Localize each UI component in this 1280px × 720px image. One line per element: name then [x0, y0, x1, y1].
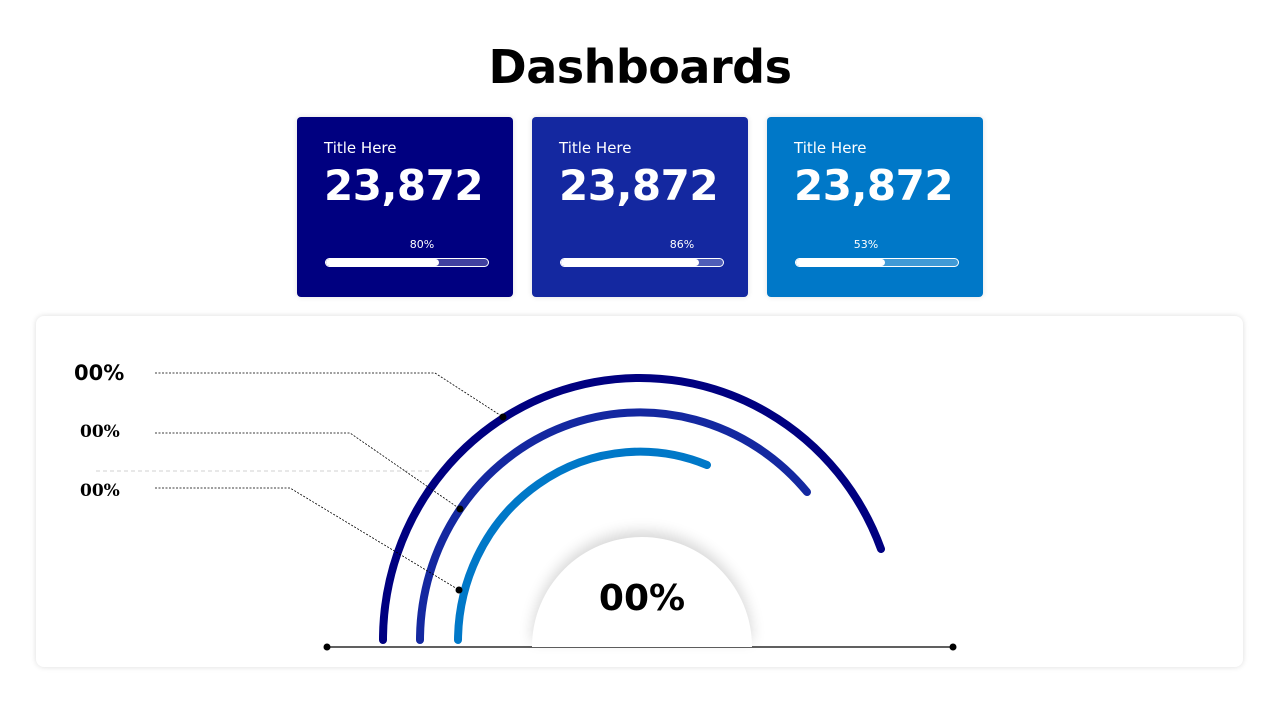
progress-fill [561, 259, 699, 266]
gauge-center-value: 00% [598, 578, 686, 619]
page-title: Dashboards [488, 40, 792, 94]
gauge-arc-inner [454, 447, 711, 644]
card-title: Title Here [324, 139, 397, 157]
gauge-label-outer: 00% [74, 361, 125, 385]
progress-bar [795, 258, 959, 267]
progress-label: 80% [409, 238, 435, 251]
kpi-card-2: Title Here 23,872 86% [532, 117, 748, 297]
card-title: Title Here [794, 139, 867, 157]
card-value: 23,872 [324, 161, 484, 210]
card-value: 23,872 [794, 161, 954, 210]
kpi-card-3: Title Here 23,872 53% [767, 117, 983, 297]
gauge-label-inner: 00% [80, 481, 120, 501]
gauge-arc-middle [416, 408, 811, 644]
progress-bar [325, 258, 489, 267]
gauge-label-middle: 00% [80, 422, 120, 442]
card-title: Title Here [559, 139, 632, 157]
progress-fill [796, 259, 886, 266]
progress-fill [326, 259, 440, 266]
card-value: 23,872 [559, 161, 719, 210]
progress-bar [560, 258, 724, 267]
progress-label: 53% [853, 238, 879, 251]
kpi-card-1: Title Here 23,872 80% [297, 117, 513, 297]
progress-label: 86% [669, 238, 695, 251]
gauge-arc-outer [379, 374, 885, 644]
